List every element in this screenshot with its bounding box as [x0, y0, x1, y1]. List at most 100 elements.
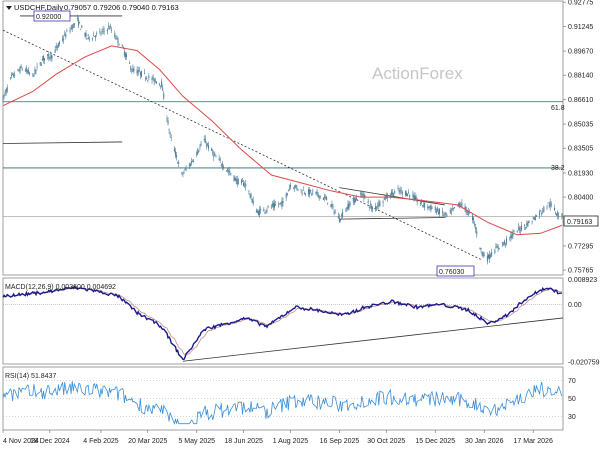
candle-body: [183, 172, 185, 173]
candle-body: [464, 205, 466, 209]
macd-tick-label: 0.00: [568, 302, 582, 309]
candle-body: [48, 53, 50, 59]
candle-body: [401, 191, 403, 195]
candle-body: [483, 254, 485, 256]
candle-body: [364, 195, 366, 197]
candle-body: [322, 197, 324, 200]
candle-body: [66, 30, 68, 32]
symbol-dropdown-icon[interactable]: [6, 6, 12, 10]
candle-body: [518, 227, 520, 230]
candle-body: [414, 195, 416, 201]
candle-body: [234, 177, 236, 181]
candle-body: [91, 38, 93, 40]
candle-body: [140, 70, 142, 77]
date-tick-label: 18 Jun 2025: [224, 438, 263, 445]
rsi-line: [2, 381, 563, 426]
candle-body: [34, 69, 36, 75]
candle-body: [423, 205, 425, 207]
candle-body: [219, 159, 221, 161]
candle-body: [124, 53, 126, 58]
candle-body: [222, 166, 224, 169]
candle-body: [19, 67, 21, 73]
candle-body: [534, 216, 536, 221]
candle-body: [392, 192, 394, 195]
candle-body: [197, 149, 199, 154]
candle-body: [32, 73, 34, 75]
candle-body: [161, 81, 163, 87]
candle-body: [501, 242, 503, 244]
candle-body: [546, 206, 548, 208]
candle-body: [227, 169, 229, 171]
rsi-series: [2, 380, 563, 426]
fib-618-label: 61.8: [551, 105, 565, 112]
candle-body: [506, 238, 508, 244]
candle-body: [285, 193, 287, 199]
candle-body: [230, 173, 232, 175]
candle-body: [2, 96, 4, 103]
candle-body: [65, 33, 67, 38]
candle-body: [451, 208, 453, 210]
candle-body: [445, 212, 447, 215]
price-tick-label: 0.86610: [568, 97, 593, 104]
candle-body: [228, 170, 230, 172]
candle-body: [345, 210, 347, 212]
candle-body: [271, 204, 273, 207]
candle-body: [280, 202, 282, 204]
watermark: ActionForex: [372, 64, 463, 83]
price-tick-label: 0.88140: [568, 73, 593, 80]
candle-body: [117, 38, 119, 44]
candle-body: [548, 205, 550, 206]
date-tick-label: 30 Oct 2025: [367, 438, 405, 445]
candle-body: [286, 193, 288, 196]
candle-body: [434, 207, 436, 211]
candle-body: [174, 151, 176, 156]
early-support-line: [2, 141, 123, 144]
candle-body: [206, 143, 208, 145]
candle-body: [442, 210, 444, 213]
candle-body: [185, 168, 187, 170]
candle-body: [352, 198, 354, 202]
candle-body: [296, 186, 298, 190]
candle-body: [4, 92, 6, 94]
candle-body: [520, 225, 522, 230]
candle-body: [304, 193, 306, 195]
low-annotation: 0.76030: [439, 269, 464, 276]
candle-body: [409, 194, 411, 197]
candle-body: [558, 216, 560, 217]
candle-body: [408, 192, 410, 194]
candle-body: [139, 71, 141, 76]
candle-body: [275, 204, 277, 206]
macd-tick-label: 0.008923: [568, 277, 597, 284]
candle-body: [272, 203, 274, 208]
candle-body: [375, 206, 377, 209]
candle-body: [115, 37, 117, 40]
candle-body: [505, 243, 507, 245]
candle-body: [297, 189, 299, 191]
candle-body: [473, 217, 475, 221]
candle-body: [144, 72, 146, 74]
candle-body: [452, 208, 454, 209]
candle-body: [282, 201, 284, 204]
candle-body: [289, 184, 291, 188]
candle-body: [420, 200, 422, 203]
candle-body: [555, 212, 557, 214]
candle-body: [533, 217, 535, 220]
candle-body: [510, 234, 512, 239]
candles: [2, 14, 563, 265]
candle-body: [200, 143, 202, 146]
candle-body: [334, 211, 336, 213]
candle-body: [85, 32, 87, 37]
candle-body: [378, 202, 380, 207]
candle-body: [28, 69, 30, 74]
candle-body: [252, 200, 254, 204]
rsi-tick-label: 30: [568, 414, 576, 421]
candle-body: [166, 118, 168, 120]
candle-body: [178, 162, 180, 164]
candle-body: [256, 210, 258, 213]
candle-body: [315, 191, 317, 194]
candle-body: [24, 70, 26, 72]
moving-average-line: [2, 45, 563, 236]
candle-body: [532, 217, 534, 219]
candle-body: [192, 161, 194, 162]
candle-body: [133, 69, 135, 71]
